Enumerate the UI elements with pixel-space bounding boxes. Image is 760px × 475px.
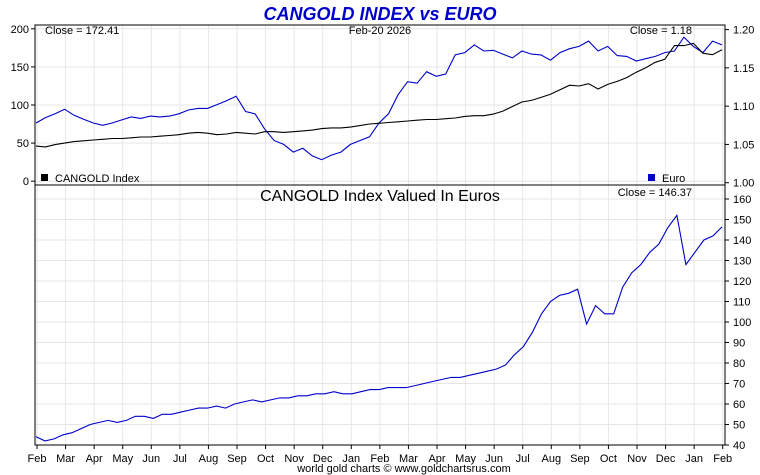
bottom-right-tick-label: 130 <box>733 256 751 268</box>
left-tick-label: 0 <box>23 176 29 188</box>
x-tick-label: Feb <box>28 453 47 465</box>
footer-credit: world gold charts © www.goldchartsrus.co… <box>296 463 511 475</box>
bottom-close-label: Close = 146.37 <box>618 187 692 199</box>
right-tick-label: 1.05 <box>733 139 754 151</box>
x-tick-label: Jun <box>485 453 503 465</box>
x-tick-label: Aug <box>199 453 219 465</box>
top-left-axis: 0 50 100 150 200 <box>11 24 35 188</box>
x-axis: Feb Mar Apr May Jun Jul Aug Sep Oct Nov Dec Jan Feb M… <box>28 445 732 465</box>
bottom-right-axis: 40 50 60 70 80 90 100 110 120 130 140 150 160 <box>725 194 751 452</box>
x-tick-label: Nov <box>284 453 304 465</box>
x-tick-label: Nov <box>627 453 647 465</box>
top-panel-grid <box>35 25 725 185</box>
right-tick-label: 1.10 <box>733 101 754 113</box>
x-tick-label: Apr <box>86 453 103 465</box>
top-right-axis: 1.00 1.05 1.10 1.15 1.20 <box>725 25 754 190</box>
bottom-right-tick-label: 100 <box>733 317 751 329</box>
right-tick-label: 1.00 <box>733 178 754 190</box>
legend-swatch-cangold <box>41 174 48 181</box>
bottom-right-tick-label: 160 <box>733 194 751 206</box>
x-tick-label: May <box>455 453 476 465</box>
cangold-series-line <box>35 42 723 148</box>
left-tick-label: 200 <box>11 24 29 36</box>
x-tick-label: Sep <box>570 453 590 465</box>
x-tick-label: Feb <box>713 453 732 465</box>
right-tick-label: 1.15 <box>733 63 754 75</box>
x-tick-label: Dec <box>656 453 676 465</box>
x-tick-label: Jan <box>342 453 360 465</box>
bottom-panel-lines <box>35 214 723 442</box>
x-tick-label: Jan <box>685 453 703 465</box>
legend-swatch-euro <box>648 174 655 181</box>
x-tick-label: Mar <box>56 453 75 465</box>
bottom-right-tick-label: 140 <box>733 235 751 247</box>
x-tick-label: Jul <box>516 453 530 465</box>
bottom-right-tick-label: 150 <box>733 215 751 227</box>
chart-date: Feb-20 2026 <box>349 25 411 37</box>
x-tick-label: Mar <box>399 453 418 465</box>
euro-series-line <box>35 36 723 161</box>
x-tick-label: Sep <box>227 453 247 465</box>
x-tick-label: Oct <box>257 453 274 465</box>
left-tick-label: 150 <box>11 62 29 74</box>
bottom-right-tick-label: 60 <box>733 399 745 411</box>
x-tick-label: Feb <box>370 453 389 465</box>
bottom-right-tick-label: 40 <box>733 440 745 452</box>
right-tick-label: 1.20 <box>733 25 754 37</box>
bottom-panel-grid <box>35 185 725 446</box>
x-tick-label: Aug <box>541 453 561 465</box>
bottom-right-tick-label: 70 <box>733 379 745 391</box>
x-tick-label: Apr <box>428 453 445 465</box>
cangold-in-euros-line <box>35 214 723 442</box>
x-tick-label: May <box>112 453 133 465</box>
x-tick-label: Dec <box>313 453 333 465</box>
legend-label-euro: Euro <box>662 173 685 185</box>
bottom-right-tick-label: 50 <box>733 420 745 432</box>
x-tick-label: Jun <box>142 453 160 465</box>
bottom-right-tick-label: 80 <box>733 358 745 370</box>
top-panel-lines <box>35 36 723 161</box>
chart-title: CANGOLD INDEX vs EURO <box>263 4 496 24</box>
legend-label-cangold: CANGOLD Index <box>55 173 140 185</box>
left-tick-label: 100 <box>11 100 29 112</box>
x-tick-label: Jul <box>173 453 187 465</box>
bottom-right-tick-label: 110 <box>733 297 751 309</box>
x-tick-label: Oct <box>600 453 617 465</box>
bottom-right-tick-label: 90 <box>733 338 745 350</box>
left-close-label: Close = 172.41 <box>45 25 119 37</box>
left-tick-label: 50 <box>17 138 29 150</box>
bottom-panel-title: CANGOLD Index Valued In Euros <box>260 188 500 205</box>
right-close-label: Close = 1.18 <box>630 25 692 37</box>
bottom-right-tick-label: 120 <box>733 276 751 288</box>
